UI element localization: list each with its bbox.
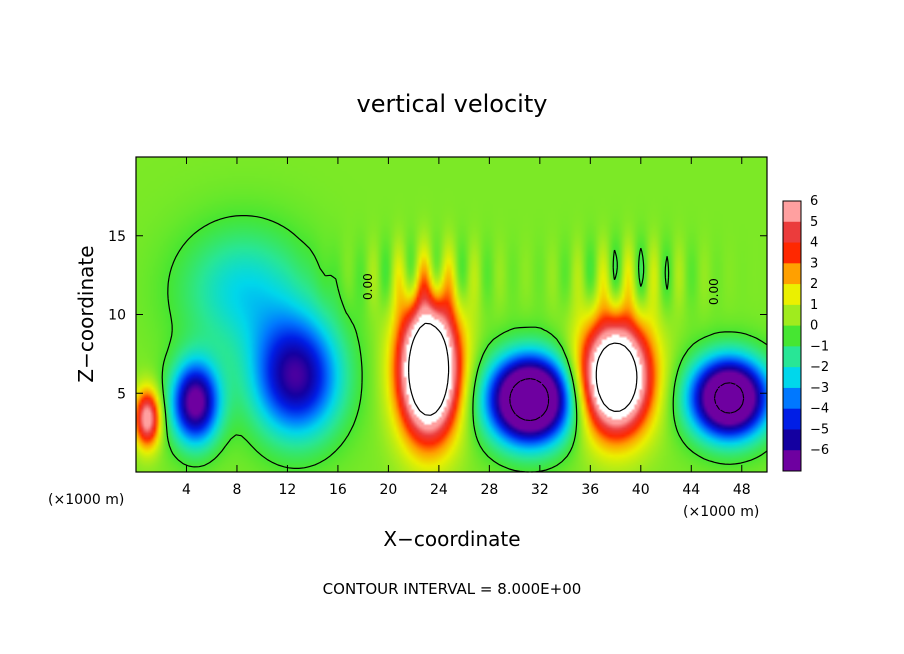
- y-axis: 5 10 15: [108, 229, 767, 402]
- colorbar-swatch: [783, 284, 801, 306]
- colorbar: 6 5 4 3 2 1 0 −1 −2 −3 −4 −5 −6: [782, 194, 829, 472]
- x-unit-label: (×1000 m): [48, 492, 124, 508]
- x-tick-label: 28: [480, 482, 498, 498]
- colorbar-swatch: [783, 263, 801, 285]
- x-tick-label: 36: [581, 482, 599, 498]
- x-axis: 4 8 12 16 20 24 28 32 36 40 44 48: [182, 157, 751, 498]
- colorbar-tick-label: 4: [810, 236, 818, 251]
- colorbar-swatch: [783, 450, 801, 472]
- x-tick-label: 16: [329, 482, 347, 498]
- colorbar-tick-label: −3: [810, 381, 829, 396]
- x-axis-label: X−coordinate: [383, 527, 520, 551]
- x-tick-label: 8: [232, 482, 241, 498]
- colorbar-swatch: [783, 387, 801, 410]
- x-tick-label: 12: [279, 482, 297, 498]
- x-tick-label: 44: [682, 482, 700, 498]
- colorbar-tick-label: 2: [810, 277, 818, 292]
- colorbar-swatch: [783, 325, 801, 347]
- y-tick-label: 5: [117, 386, 126, 402]
- colorbar-swatch: [783, 304, 801, 327]
- contour-lines: [161, 215, 768, 473]
- colorbar-swatch: [783, 367, 801, 389]
- colorbar-tick-label: 3: [810, 256, 818, 271]
- colorbar-tick-label: 5: [810, 215, 818, 230]
- colorbar-tick-label: −4: [810, 402, 829, 417]
- colorbar-swatch: [783, 408, 801, 430]
- contour-label: 0.00: [361, 273, 375, 300]
- y-tick-label: 15: [108, 229, 126, 245]
- x-tick-label: 24: [430, 482, 448, 498]
- colorbar-swatch: [783, 346, 801, 368]
- colorbar-tick-label: 6: [810, 194, 818, 209]
- x-tick-label: 40: [632, 482, 650, 498]
- colorbar-labels: 6 5 4 3 2 1 0 −1 −2 −3 −4 −5 −6: [810, 194, 829, 458]
- x-unit-label: (×1000 m): [683, 504, 759, 520]
- colorbar-tick-label: 1: [810, 298, 818, 313]
- x-tick-label: 48: [733, 482, 751, 498]
- velocity-field: [136, 157, 767, 472]
- colorbar-tick-label: −5: [810, 422, 829, 437]
- colorbar-frame: [782, 200, 802, 472]
- contour-interval-note: CONTOUR INTERVAL = 8.000E+00: [323, 580, 582, 598]
- contour-label: 0.00: [707, 278, 721, 305]
- colorbar-swatch: [783, 429, 801, 451]
- colorbar-swatch: [783, 201, 801, 223]
- negative-contour-lines: [509, 378, 745, 422]
- colorbar-tick-label: −2: [810, 360, 829, 375]
- colorbar-swatches: [783, 201, 801, 472]
- colorbar-tick-label: −1: [810, 339, 829, 354]
- x-tick-label: 32: [531, 482, 549, 498]
- y-tick-label: 10: [108, 308, 126, 324]
- chart-title: vertical velocity: [357, 90, 548, 118]
- colorbar-tick-label: 0: [810, 319, 818, 334]
- colorbar-tick-label: −6: [810, 443, 829, 458]
- colorbar-swatch: [783, 242, 801, 264]
- x-tick-label: 4: [182, 482, 191, 498]
- y-axis-label: Z−coordinate: [74, 245, 98, 382]
- colorbar-swatch: [783, 221, 801, 244]
- x-tick-label: 20: [379, 482, 397, 498]
